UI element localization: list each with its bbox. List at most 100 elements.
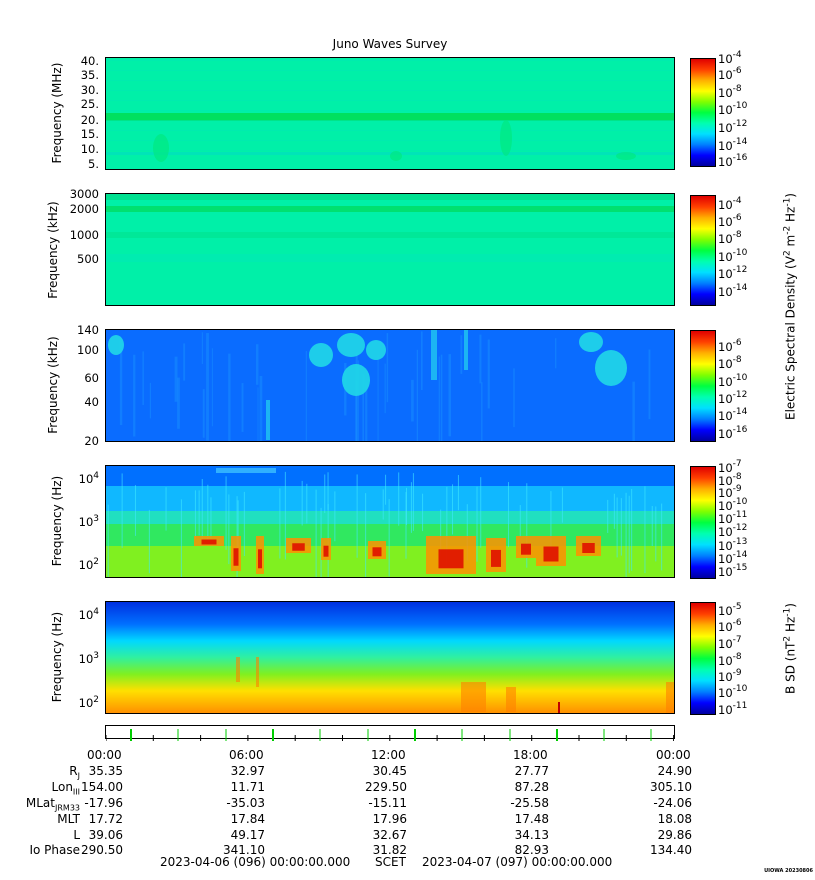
panel-3-ytick: 140 (77, 323, 99, 337)
colorbar-4-tick: 10-8 (718, 472, 742, 488)
panel-3-image (106, 330, 674, 441)
panel-3-spectrogram (105, 329, 675, 442)
panel-3-ytick: 60 (84, 371, 99, 385)
ephemeris-value: -15.11 (368, 796, 407, 810)
colorbar-4-tick: 10-9 (718, 484, 742, 500)
time-label: 00:00 (656, 748, 691, 762)
ephemeris-markers (105, 729, 675, 741)
colorbar-2-tick: 10-10 (718, 248, 748, 264)
colorbar-4-tick: 10-13 (718, 537, 748, 553)
colorbar-3 (690, 330, 716, 442)
colorbar-3-tick: 10-8 (718, 355, 742, 371)
panel-2-ytick: 1000 (69, 228, 99, 242)
panel-1-ytick: 30. (80, 83, 99, 97)
colorbar-3-tick: 10-6 (718, 338, 742, 354)
magnetic-colorbar-label: B SD (nT2 Hz-1) (782, 603, 798, 694)
colorbar-2-gradient (691, 196, 715, 305)
ephemeris-value: 17.72 (88, 812, 123, 826)
ephemeris-row-label: RJ (69, 764, 80, 781)
colorbar-3-tick: 10-16 (718, 425, 748, 441)
ephemeris-value: 82.93 (514, 843, 549, 857)
ephemeris-value: -17.96 (84, 796, 123, 810)
ephemeris-value: 134.40 (650, 843, 692, 857)
colorbar-2-tick: 10-8 (718, 230, 742, 246)
ephemeris-value: 17.96 (372, 812, 407, 826)
colorbar-1-tick: 10-4 (718, 50, 742, 66)
ephemeris-value: 305.10 (650, 780, 692, 794)
colorbar-2-tick: 10-6 (718, 213, 742, 229)
panel-4-spectrogram (105, 465, 675, 578)
credit-label: UIOWA 20230806 (764, 868, 813, 874)
colorbar-5 (690, 602, 716, 715)
colorbar-1-tick: 10-6 (718, 66, 742, 82)
colorbar-5-gradient (691, 603, 715, 714)
panel-1-ytick: 25. (80, 97, 99, 111)
colorbar-4-tick: 10-7 (718, 459, 742, 475)
colorbar-5-tick: 10-9 (718, 668, 742, 684)
ephemeris-value: 30.45 (372, 764, 407, 778)
chart-title: Juno Waves Survey (332, 37, 448, 51)
colorbar-1-tick: 10-12 (718, 119, 748, 135)
electric-colorbar-label: Electric Spectral Density (V2 m-2 Hz-1) (782, 193, 798, 421)
colorbar-2-tick: 10-12 (718, 265, 748, 281)
colorbar-4-tick: 10-15 (718, 563, 748, 579)
panel-3-ytick: 40 (84, 395, 99, 409)
colorbar-3-tick: 10-14 (718, 407, 748, 423)
ephemeris-value: 31.82 (372, 843, 407, 857)
colorbar-5-tick: 10-10 (718, 684, 748, 700)
panel-1-ytick: 15. (80, 127, 99, 141)
panel-5-spectrogram (105, 601, 675, 714)
ephemeris-value: 17.48 (514, 812, 549, 826)
ephemeris-row-label: MLT (57, 812, 80, 826)
colorbar-4-tick: 10-11 (718, 510, 748, 526)
time-label: 18:00 (513, 748, 548, 762)
ephemeris-value: 154.00 (81, 780, 123, 794)
ephemeris-row-label: L (73, 828, 80, 842)
colorbar-1 (690, 58, 716, 167)
footer-start-time: 2023-04-06 (096) 00:00:00.000 (160, 855, 351, 869)
footer-scet: SCET (375, 855, 406, 869)
colorbar-4-tick: 10-10 (718, 497, 748, 513)
panel-2-image (106, 194, 674, 305)
panel-1-ytick: 10. (80, 142, 99, 156)
footer-end-time: 2023-04-07 (097) 00:00:00.000 (422, 855, 613, 869)
colorbar-3-tick: 10-12 (718, 390, 748, 406)
panel-5-ytick: 102 (78, 695, 99, 710)
ephemeris-value: 17.84 (230, 812, 265, 826)
panel-5-image (106, 602, 674, 713)
ephemeris-strip (105, 725, 675, 741)
ephemeris-row-label: MLatJRM33 (25, 796, 80, 813)
panel-3-ytick: 20 (84, 434, 99, 448)
panel-5-ytick: 103 (78, 651, 99, 666)
colorbar-2-tick: 10-4 (718, 196, 742, 212)
panel-4-ytick: 104 (78, 471, 99, 486)
panel-4-ytick: 103 (78, 514, 99, 529)
ephemeris-value: 18.08 (657, 812, 692, 826)
time-label: 00:00 (87, 748, 122, 762)
panel-1-spectrogram (105, 57, 675, 170)
panel-2-spectrogram (105, 193, 675, 306)
panel-1-image (106, 58, 674, 169)
ephemeris-value: 35.35 (88, 764, 123, 778)
panel-1-ytick: 20. (80, 113, 99, 127)
time-label: 12:00 (371, 748, 406, 762)
ephemeris-value: 34.13 (514, 828, 549, 842)
ephemeris-value: 32.97 (230, 764, 265, 778)
colorbar-1-gradient (691, 59, 715, 166)
panel-4-image (106, 466, 674, 577)
colorbar-4 (690, 466, 716, 579)
colorbar-2 (690, 195, 716, 306)
ephemeris-value: 341.10 (223, 843, 265, 857)
colorbar-5-tick: 10-5 (718, 602, 742, 618)
panel-2-ytick: 2000 (69, 202, 99, 216)
panel-3-ytick: 100 (77, 343, 99, 357)
colorbar-2-tick: 10-14 (718, 283, 748, 299)
colorbar-4-gradient (691, 467, 715, 578)
ephemeris-value: 27.77 (514, 764, 549, 778)
colorbar-5-tick: 10-6 (718, 618, 742, 634)
colorbar-5-tick: 10-7 (718, 635, 742, 651)
colorbar-1-tick: 10-10 (718, 101, 748, 117)
colorbar-4-tick: 10-14 (718, 550, 748, 566)
ephemeris-value: 87.28 (514, 780, 549, 794)
panel-1-ytick: 5. (88, 157, 99, 171)
